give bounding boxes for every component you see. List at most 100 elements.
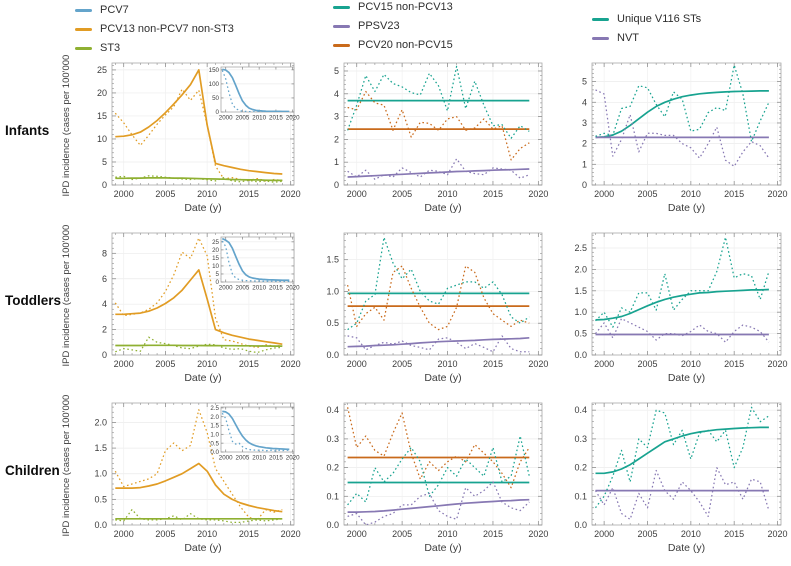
pcv13-line-swatch-icon <box>75 27 92 31</box>
svg-text:100: 100 <box>209 81 220 88</box>
svg-text:4: 4 <box>334 89 339 99</box>
svg-text:0.0: 0.0 <box>326 520 339 530</box>
pcv7-line-swatch-icon <box>75 8 92 12</box>
svg-text:2000: 2000 <box>219 455 233 462</box>
svg-text:1.0: 1.0 <box>94 469 107 479</box>
svg-text:1.5: 1.5 <box>94 443 107 453</box>
svg-text:2000: 2000 <box>347 189 367 199</box>
svg-text:2005: 2005 <box>392 189 412 199</box>
svg-text:1.5: 1.5 <box>210 423 219 430</box>
svg-text:1.5: 1.5 <box>574 286 587 296</box>
svg-text:0.5: 0.5 <box>94 494 107 504</box>
chart-svg-children-middle: 2000 2005 2010 2015 2020 0.0 0.1 0.2 0.3 0.4 Date … <box>326 402 548 554</box>
svg-text:2020: 2020 <box>281 189 301 199</box>
chart-children-pcv15-ppsv23-pcv20: 2000 2005 2010 2015 2020 0.0 0.1 0.2 0.3 0.4 Date … <box>302 395 552 565</box>
legend-item-ppsv23: PPSV23 <box>333 20 453 32</box>
legend-label: PPSV23 <box>358 20 400 32</box>
svg-text:2005: 2005 <box>155 359 175 369</box>
pcv15-line-swatch-icon <box>333 5 350 9</box>
chart-svg-toddlers-middle: 2000 2005 2010 2015 2020 0.0 0.5 1.0 1.5 Date (y) <box>326 232 548 384</box>
svg-text:5: 5 <box>582 77 587 87</box>
svg-text:0: 0 <box>216 279 220 286</box>
svg-text:0.1: 0.1 <box>574 491 587 501</box>
svg-text:2.0: 2.0 <box>574 264 587 274</box>
svg-text:Date (y): Date (y) <box>184 372 221 384</box>
svg-text:2000: 2000 <box>219 115 233 122</box>
legend-column-1: PCV7 PCV13 non-PCV7 non-ST3 ST3 <box>75 4 234 54</box>
svg-text:Date (y): Date (y) <box>668 372 705 384</box>
svg-text:2: 2 <box>102 325 107 335</box>
svg-text:15: 15 <box>212 255 219 262</box>
svg-text:2000: 2000 <box>594 359 614 369</box>
svg-text:2000: 2000 <box>114 189 134 199</box>
svg-text:15: 15 <box>97 111 107 121</box>
svg-text:2015: 2015 <box>483 529 503 539</box>
svg-text:0.0: 0.0 <box>94 520 107 530</box>
chart-svg-children-right: 2000 2005 2010 2015 2020 0.0 0.1 0.2 0.3 0.4 Date … <box>574 402 788 554</box>
svg-text:2005: 2005 <box>236 115 250 122</box>
svg-text:IPD incidence (cases per 100'0: IPD incidence (cases per 100'000) <box>61 225 72 366</box>
chart-grid: Infants 2000 2005 2010 2015 2020 0 5 10 15 20 25 Da… <box>0 52 791 565</box>
row-toddlers: Toddlers 2000 2005 2010 2015 2020 0 2 4 6 8 Date (… <box>0 222 791 395</box>
row-label-children: Children <box>5 462 60 478</box>
svg-text:0.0: 0.0 <box>326 350 339 360</box>
svg-text:2015: 2015 <box>483 359 503 369</box>
svg-text:50: 50 <box>212 95 219 102</box>
svg-text:IPD incidence (cases per 100'0: IPD incidence (cases per 100'000) <box>61 395 72 536</box>
svg-text:0: 0 <box>102 180 107 190</box>
svg-text:2020: 2020 <box>528 359 548 369</box>
legend-label: PCV20 non-PCV15 <box>358 39 453 51</box>
svg-text:2020: 2020 <box>281 529 301 539</box>
svg-text:2005: 2005 <box>637 189 657 199</box>
svg-text:2020: 2020 <box>286 115 300 122</box>
svg-text:2000: 2000 <box>114 529 134 539</box>
svg-text:0: 0 <box>334 180 339 190</box>
svg-text:2010: 2010 <box>197 189 217 199</box>
svg-text:25: 25 <box>212 239 219 246</box>
chart-toddlers-pcv13-st3: 2000 2005 2010 2015 2020 0 2 4 6 8 Date (y) IPD inc… <box>58 222 302 395</box>
svg-text:2010: 2010 <box>252 455 266 462</box>
legend-label: ST3 <box>100 42 121 54</box>
svg-text:25: 25 <box>97 65 107 75</box>
svg-text:20: 20 <box>97 88 107 98</box>
svg-text:2000: 2000 <box>347 359 367 369</box>
svg-text:0: 0 <box>102 350 107 360</box>
svg-text:2010: 2010 <box>438 529 458 539</box>
legend-item-pcv13: PCV13 non-PCV7 non-ST3 <box>75 23 234 35</box>
svg-text:Date (y): Date (y) <box>424 372 461 384</box>
svg-text:2010: 2010 <box>438 189 458 199</box>
svg-text:1.0: 1.0 <box>210 432 219 439</box>
svg-text:0.2: 0.2 <box>326 463 339 473</box>
svg-text:IPD incidence (cases per 100'0: IPD incidence (cases per 100'000) <box>61 55 72 196</box>
svg-text:Date (y): Date (y) <box>424 202 461 214</box>
svg-text:2000: 2000 <box>594 189 614 199</box>
svg-text:20: 20 <box>212 247 219 254</box>
svg-text:0.3: 0.3 <box>326 434 339 444</box>
ppsv23-line-swatch-icon <box>333 24 350 28</box>
svg-text:0.4: 0.4 <box>574 405 587 415</box>
svg-text:2015: 2015 <box>483 189 503 199</box>
svg-text:2000: 2000 <box>219 285 233 292</box>
svg-text:3: 3 <box>582 118 587 128</box>
legend-column-2: PCV15 non-PCV13 PPSV23 PCV20 non-PCV15 <box>333 1 453 51</box>
svg-text:2015: 2015 <box>269 285 283 292</box>
svg-text:2.5: 2.5 <box>210 405 219 412</box>
svg-text:2010: 2010 <box>252 285 266 292</box>
svg-text:2010: 2010 <box>681 529 701 539</box>
nvt-line-swatch-icon <box>592 36 609 40</box>
legend-item-nvt: NVT <box>592 32 701 44</box>
svg-text:2015: 2015 <box>239 189 259 199</box>
svg-text:2010: 2010 <box>197 359 217 369</box>
svg-text:1.5: 1.5 <box>326 255 339 265</box>
svg-text:2015: 2015 <box>239 359 259 369</box>
chart-toddlers-pcv15-ppsv23-pcv20: 2000 2005 2010 2015 2020 0.0 0.5 1.0 1.5 Date (y) <box>302 225 552 395</box>
svg-text:2020: 2020 <box>528 189 548 199</box>
svg-text:2.5: 2.5 <box>574 243 587 253</box>
svg-text:2020: 2020 <box>286 455 300 462</box>
svg-text:Date (y): Date (y) <box>184 202 221 214</box>
legend-label: PCV15 non-PCV13 <box>358 1 453 13</box>
chart-svg-infants-right: 2000 2005 2010 2015 2020 0 1 2 3 4 5 Date (y) <box>582 62 788 214</box>
svg-text:0: 0 <box>582 180 587 190</box>
